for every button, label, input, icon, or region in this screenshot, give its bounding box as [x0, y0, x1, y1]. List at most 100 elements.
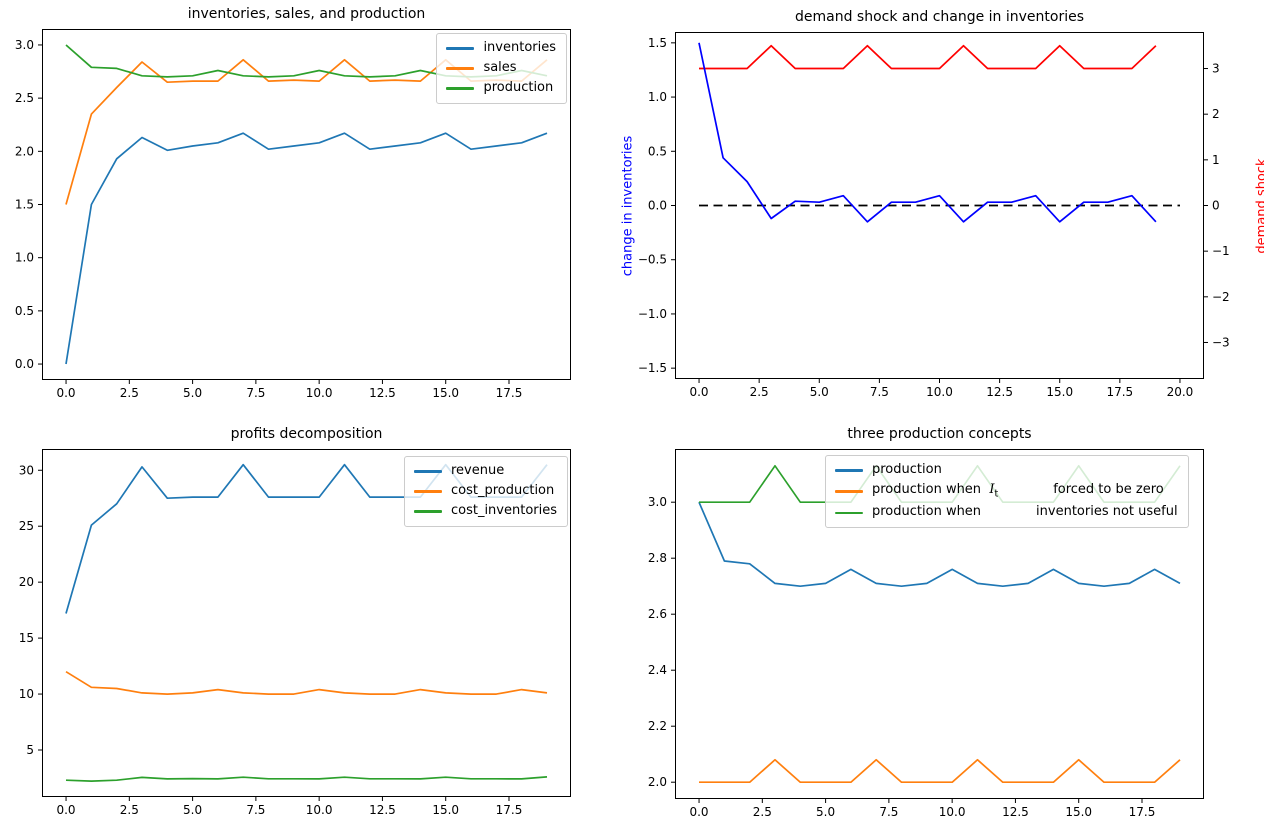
svg-text:10.0: 10.0	[306, 803, 333, 817]
svg-text:−1.0: −1.0	[638, 307, 667, 321]
legend-label: revenue	[450, 463, 505, 478]
legend: production production when It forced to be…	[825, 455, 1189, 529]
svg-text:10: 10	[19, 687, 34, 701]
svg-text:10.0: 10.0	[926, 385, 953, 399]
legend-label: production when inventories not useful	[872, 504, 1178, 520]
svg-text:0.0: 0.0	[689, 805, 708, 819]
svg-text:2.0: 2.0	[648, 775, 667, 789]
legend-label: production when It forced to be zero	[872, 481, 1164, 500]
svg-text:1: 1	[1212, 153, 1220, 167]
svg-text:3.0: 3.0	[15, 38, 34, 52]
legend-line-sample	[413, 490, 442, 493]
legend: inventories sales production	[436, 33, 567, 104]
svg-text:2.6: 2.6	[648, 607, 667, 621]
plot-area: 0.0 2.5 5.0 7.5 10.0 12.5 15.0 17.5 0.0 0.5 1.0 1.5…	[15, 29, 571, 400]
svg-text:2.5: 2.5	[120, 803, 139, 817]
legend-line-sample	[835, 469, 863, 472]
legend-line-sample	[413, 510, 442, 513]
svg-text:10.0: 10.0	[306, 386, 333, 400]
svg-text:−1.5: −1.5	[638, 361, 667, 375]
svg-text:2: 2	[1212, 107, 1220, 121]
svg-text:20: 20	[19, 575, 34, 589]
chart-title: inventories, sales, and production	[187, 6, 426, 22]
svg-text:15.0: 15.0	[1065, 805, 1092, 819]
legend-line-sample	[835, 490, 863, 493]
svg-text:7.5: 7.5	[246, 386, 265, 400]
svg-text:15.0: 15.0	[432, 803, 459, 817]
chart-title: three production concepts	[847, 426, 1032, 442]
legend-line-sample	[446, 67, 475, 70]
chart-title: profits decomposition	[230, 426, 383, 442]
plot-area: 0.0 2.5 5.0 7.5 10.0 12.5 15.0 17.5 5 10 15 20 25 30	[19, 449, 571, 817]
svg-text:−1: −1	[1212, 244, 1230, 258]
svg-text:2.0: 2.0	[15, 144, 34, 158]
legend-label: cost_inventories	[450, 502, 557, 518]
right-axis-label: demand shock	[1254, 157, 1264, 254]
legend-line-sample	[446, 47, 475, 50]
svg-text:2.5: 2.5	[753, 805, 772, 819]
legend-item: revenue	[413, 463, 557, 479]
legend-item: sales	[446, 59, 556, 76]
svg-text:0.0: 0.0	[689, 385, 708, 399]
svg-text:−0.5: −0.5	[638, 253, 667, 267]
svg-text:2.2: 2.2	[648, 719, 667, 733]
svg-text:15: 15	[19, 631, 34, 645]
legend-line-sample	[446, 87, 475, 90]
svg-text:5.0: 5.0	[810, 385, 829, 399]
legend-item: production when inventories not useful	[835, 504, 1178, 520]
svg-text:1.5: 1.5	[648, 36, 667, 50]
svg-text:12.5: 12.5	[369, 386, 396, 400]
svg-text:12.5: 12.5	[986, 385, 1013, 399]
legend-label: production	[872, 462, 942, 477]
plot-area: 0.0 2.5 5.0 7.5 10.0 12.5 15.0 17.5 20.01.51.00.…	[638, 32, 1230, 399]
svg-text:7.5: 7.5	[246, 803, 265, 817]
legend-label: cost_production	[450, 482, 555, 498]
svg-text:2.4: 2.4	[648, 663, 667, 677]
svg-text:0.5: 0.5	[15, 304, 34, 318]
svg-text:12.5: 12.5	[369, 803, 396, 817]
svg-text:0.5: 0.5	[648, 144, 667, 158]
svg-text:2.5: 2.5	[120, 386, 139, 400]
svg-text:7.5: 7.5	[879, 805, 898, 819]
chart-inventories-sales-production: inventories, sales, and production 0.0 2.…	[15, 6, 571, 400]
legend-item: production	[835, 462, 1178, 478]
svg-text:17.5: 17.5	[496, 803, 523, 817]
legend-item: inventories	[446, 40, 556, 56]
svg-text:5.0: 5.0	[816, 805, 835, 819]
svg-text:17.5: 17.5	[1106, 385, 1133, 399]
legend-item: production	[446, 80, 556, 96]
chart-three-production-concepts: three production concepts 0.0 2.5 5.0 7.5 10…	[648, 426, 1204, 819]
svg-text:3: 3	[1212, 62, 1220, 76]
svg-text:0.0: 0.0	[56, 386, 75, 400]
svg-text:12.5: 12.5	[1002, 805, 1029, 819]
svg-text:15.0: 15.0	[1046, 385, 1073, 399]
legend-line-sample	[413, 470, 442, 473]
chart-profits-decomposition: profits decomposition 0.0 2.5 5.0 7.5 10.0 12…	[19, 426, 571, 817]
svg-text:17.5: 17.5	[1129, 805, 1156, 819]
svg-text:2.5: 2.5	[15, 91, 34, 105]
svg-text:25: 25	[19, 519, 34, 533]
legend-line-sample	[835, 511, 863, 515]
svg-text:1.0: 1.0	[648, 90, 667, 104]
legend-label: sales	[483, 59, 517, 75]
svg-text:−2: −2	[1212, 290, 1230, 304]
svg-text:1.5: 1.5	[15, 198, 34, 212]
svg-text:20.0: 20.0	[1167, 385, 1194, 399]
svg-text:0.0: 0.0	[56, 803, 75, 817]
legend-item: cost_production	[413, 482, 557, 499]
legend-item: cost_inventories	[413, 502, 557, 519]
svg-text:2.5: 2.5	[750, 385, 769, 399]
svg-text:0.0: 0.0	[648, 199, 667, 213]
svg-text:3.0: 3.0	[648, 495, 667, 509]
chart-demand-shock-change-inventories: demand shock and change in inventories 0…	[621, 9, 1264, 399]
svg-text:30: 30	[19, 463, 34, 477]
svg-text:15.0: 15.0	[432, 386, 459, 400]
legend-item: production when It forced to be zero	[835, 481, 1178, 501]
svg-text:10.0: 10.0	[939, 805, 966, 819]
chart-title: demand shock and change in inventories	[794, 9, 1085, 25]
legend: revenue cost_production cost_inventories	[403, 456, 568, 527]
svg-text:5.0: 5.0	[183, 386, 202, 400]
svg-text:0.0: 0.0	[15, 357, 34, 371]
svg-text:5: 5	[26, 743, 34, 757]
